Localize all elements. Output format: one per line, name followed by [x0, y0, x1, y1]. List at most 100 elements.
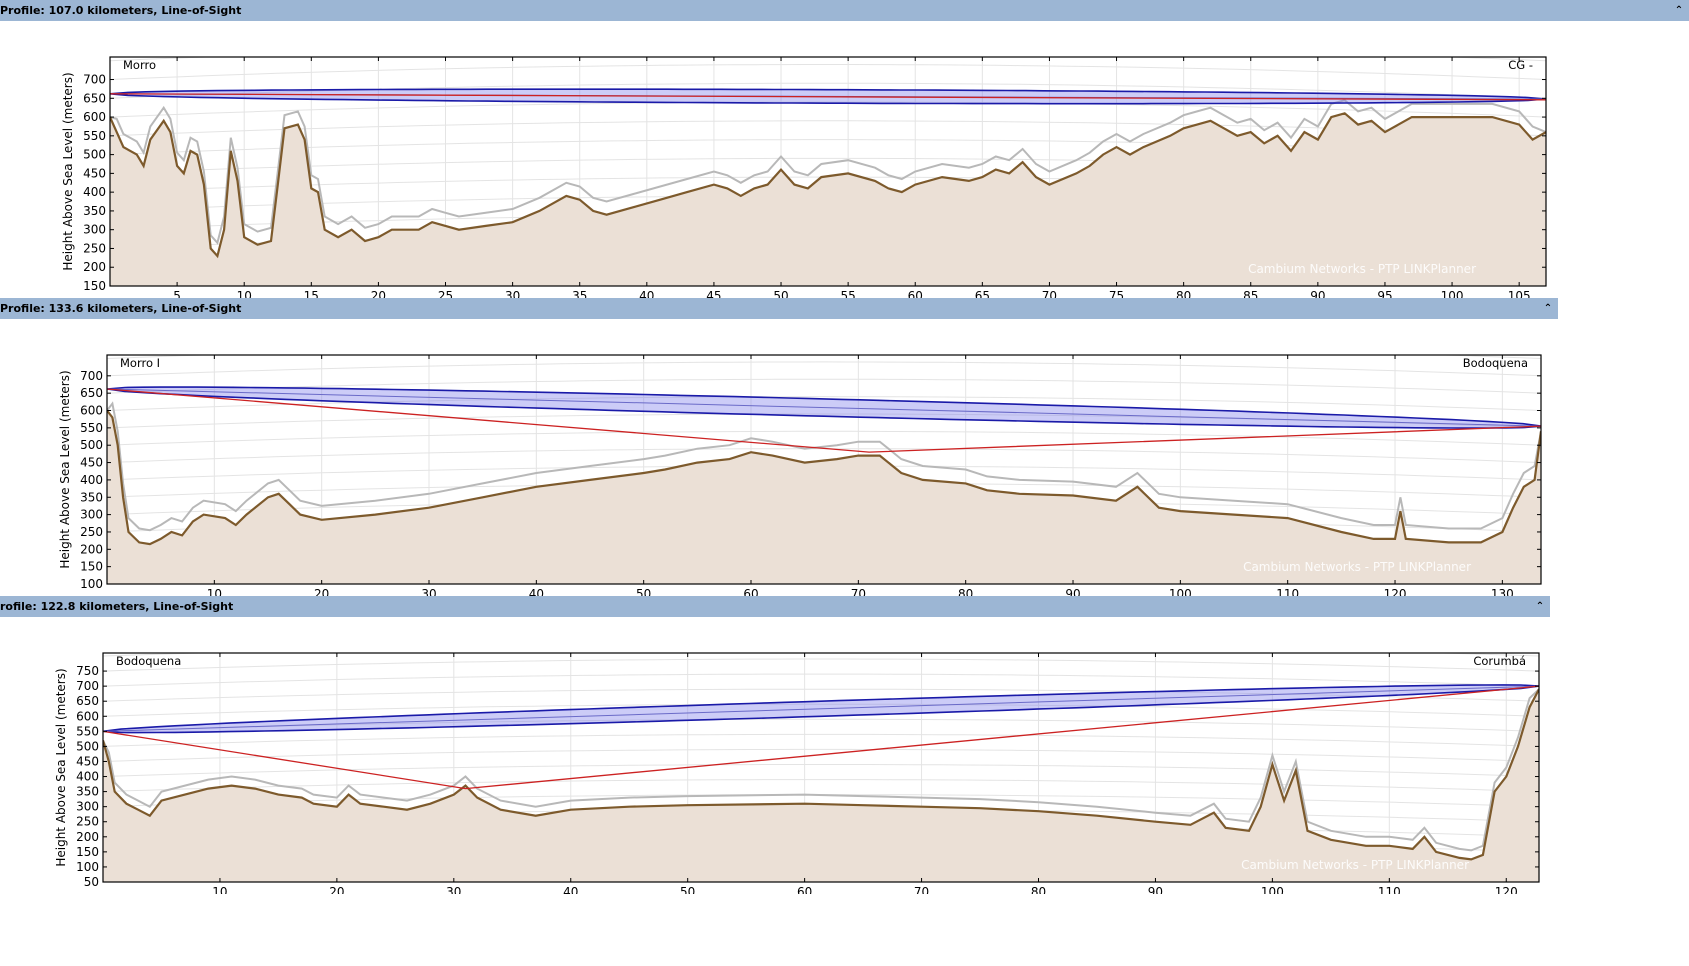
collapse-icon[interactable]: ⌃	[1543, 303, 1553, 314]
profile-header[interactable]: Profile: 107.0 kilometers, Line-of-Sight…	[0, 0, 1689, 21]
x-tick-label: 110	[1378, 885, 1401, 894]
x-tick-label: 40	[529, 587, 544, 596]
y-tick-label: 600	[80, 404, 103, 418]
x-tick-label: 90	[1310, 289, 1325, 298]
x-tick-label: 85	[1243, 289, 1258, 298]
y-tick-label: 500	[76, 739, 99, 753]
x-tick-label: 10	[237, 289, 252, 298]
y-tick-label: 650	[80, 386, 103, 400]
profile-chart: 10 20 30 40 50 60 70 80 90 100 110 1205010015020025…	[54, 652, 1540, 894]
x-tick-label: 20	[314, 587, 329, 596]
x-tick-label: 100	[1261, 885, 1284, 894]
x-tick-label: 30	[421, 587, 436, 596]
x-tick-label: 80	[1176, 289, 1191, 298]
y-tick-label: 350	[83, 204, 106, 218]
y-tick-label: 450	[80, 456, 103, 470]
terrain-fill	[107, 410, 1541, 584]
right-site-label: Corumbá	[1473, 654, 1526, 668]
profile-header-text: Profile: 133.6 kilometers, Line-of-Sight	[0, 302, 242, 315]
y-tick-label: 300	[76, 800, 99, 814]
x-tick-label: 5	[173, 289, 181, 298]
y-tick-label: 700	[80, 369, 103, 383]
x-tick-label: 50	[636, 587, 651, 596]
x-tick-label: 130	[1491, 587, 1514, 596]
y-tick-label: 450	[76, 754, 99, 768]
x-tick-label: 50	[773, 289, 788, 298]
x-tick-label: 120	[1384, 587, 1407, 596]
y-tick-label: 650	[83, 91, 106, 105]
y-tick-label: 650	[76, 694, 99, 708]
y-tick-label: 250	[80, 525, 103, 539]
y-tick-label: 100	[80, 577, 103, 591]
x-tick-label: 80	[958, 587, 973, 596]
x-tick-label: 105	[1508, 289, 1531, 298]
y-tick-label: 700	[76, 679, 99, 693]
x-tick-label: 75	[1109, 289, 1124, 298]
y-tick-label: 50	[84, 875, 99, 889]
x-tick-label: 30	[505, 289, 520, 298]
y-tick-label: 350	[80, 490, 103, 504]
x-tick-label: 50	[680, 885, 695, 894]
x-tick-label: 100	[1441, 289, 1464, 298]
y-tick-label: 150	[80, 560, 103, 574]
clutter-line	[107, 401, 1541, 532]
watermark: Cambium Networks - PTP LINKPlanner	[1241, 858, 1469, 872]
reflection-path	[107, 388, 1541, 453]
x-tick-label: 90	[1065, 587, 1080, 596]
y-tick-label: 500	[83, 148, 106, 162]
line-of-sight	[107, 388, 1541, 427]
y-tick-label: 200	[83, 260, 106, 274]
x-tick-label: 60	[743, 587, 758, 596]
x-tick-label: 40	[563, 885, 578, 894]
terrain-fill	[110, 113, 1546, 286]
collapse-icon[interactable]: ⌃	[1674, 5, 1684, 16]
y-tick-label: 150	[83, 279, 106, 293]
profile-chart: 10 20 30 40 50 60 70 80 90 100 110 120 130 100 150 200 2…	[58, 354, 1542, 596]
terrain-line	[110, 112, 1546, 259]
x-tick-label: 70	[914, 885, 929, 894]
profile-header[interactable]: Profile: 133.6 kilometers, Line-of-Sight…	[0, 298, 1558, 319]
profile-header[interactable]: rofile: 122.8 kilometers, Line-of-Sight ⌃	[0, 596, 1550, 617]
y-tick-label: 600	[83, 110, 106, 124]
x-tick-label: 95	[1377, 289, 1392, 298]
y-tick-label: 500	[80, 438, 103, 452]
y-tick-label: 550	[83, 129, 106, 143]
y-tick-label: 400	[83, 185, 106, 199]
clutter-line	[103, 688, 1539, 852]
y-tick-label: 550	[80, 421, 103, 435]
x-tick-label: 10	[207, 587, 222, 596]
x-tick-label: 60	[797, 885, 812, 894]
collapse-icon[interactable]: ⌃	[1535, 601, 1545, 612]
terrain-line	[103, 688, 1539, 861]
y-tick-label: 200	[80, 542, 103, 556]
x-tick-label: 20	[329, 885, 344, 894]
x-tick-label: 70	[1042, 289, 1057, 298]
y-tick-label: 150	[76, 845, 99, 859]
x-tick-label: 100	[1169, 587, 1192, 596]
y-axis-label: Height Above Sea Level (meters)	[58, 370, 72, 568]
right-site-label: CG -	[1508, 58, 1533, 72]
right-site-label: Bodoquena	[1463, 356, 1528, 370]
y-tick-label: 450	[83, 166, 106, 180]
x-tick-label: 10	[212, 885, 227, 894]
y-tick-label: 200	[76, 830, 99, 844]
x-tick-label: 70	[851, 587, 866, 596]
x-tick-label: 35	[572, 289, 587, 298]
line-of-sight	[103, 685, 1539, 732]
x-tick-label: 90	[1148, 885, 1163, 894]
y-tick-label: 250	[76, 815, 99, 829]
x-tick-label: 40	[639, 289, 654, 298]
x-tick-label: 110	[1276, 587, 1299, 596]
terrain-fill	[103, 689, 1539, 882]
y-tick-label: 250	[83, 241, 106, 255]
y-tick-label: 750	[76, 664, 99, 678]
profile-panel-2: Profile: 133.6 kilometers, Line-of-Sight…	[0, 298, 1689, 596]
x-tick-label: 80	[1031, 885, 1046, 894]
x-tick-label: 25	[438, 289, 453, 298]
y-axis-label: Height Above Sea Level (meters)	[54, 668, 68, 866]
y-tick-label: 700	[83, 73, 106, 87]
x-tick-label: 30	[446, 885, 461, 894]
y-tick-label: 400	[76, 770, 99, 784]
x-tick-label: 120	[1495, 885, 1518, 894]
profile-header-text: rofile: 122.8 kilometers, Line-of-Sight	[0, 600, 234, 613]
